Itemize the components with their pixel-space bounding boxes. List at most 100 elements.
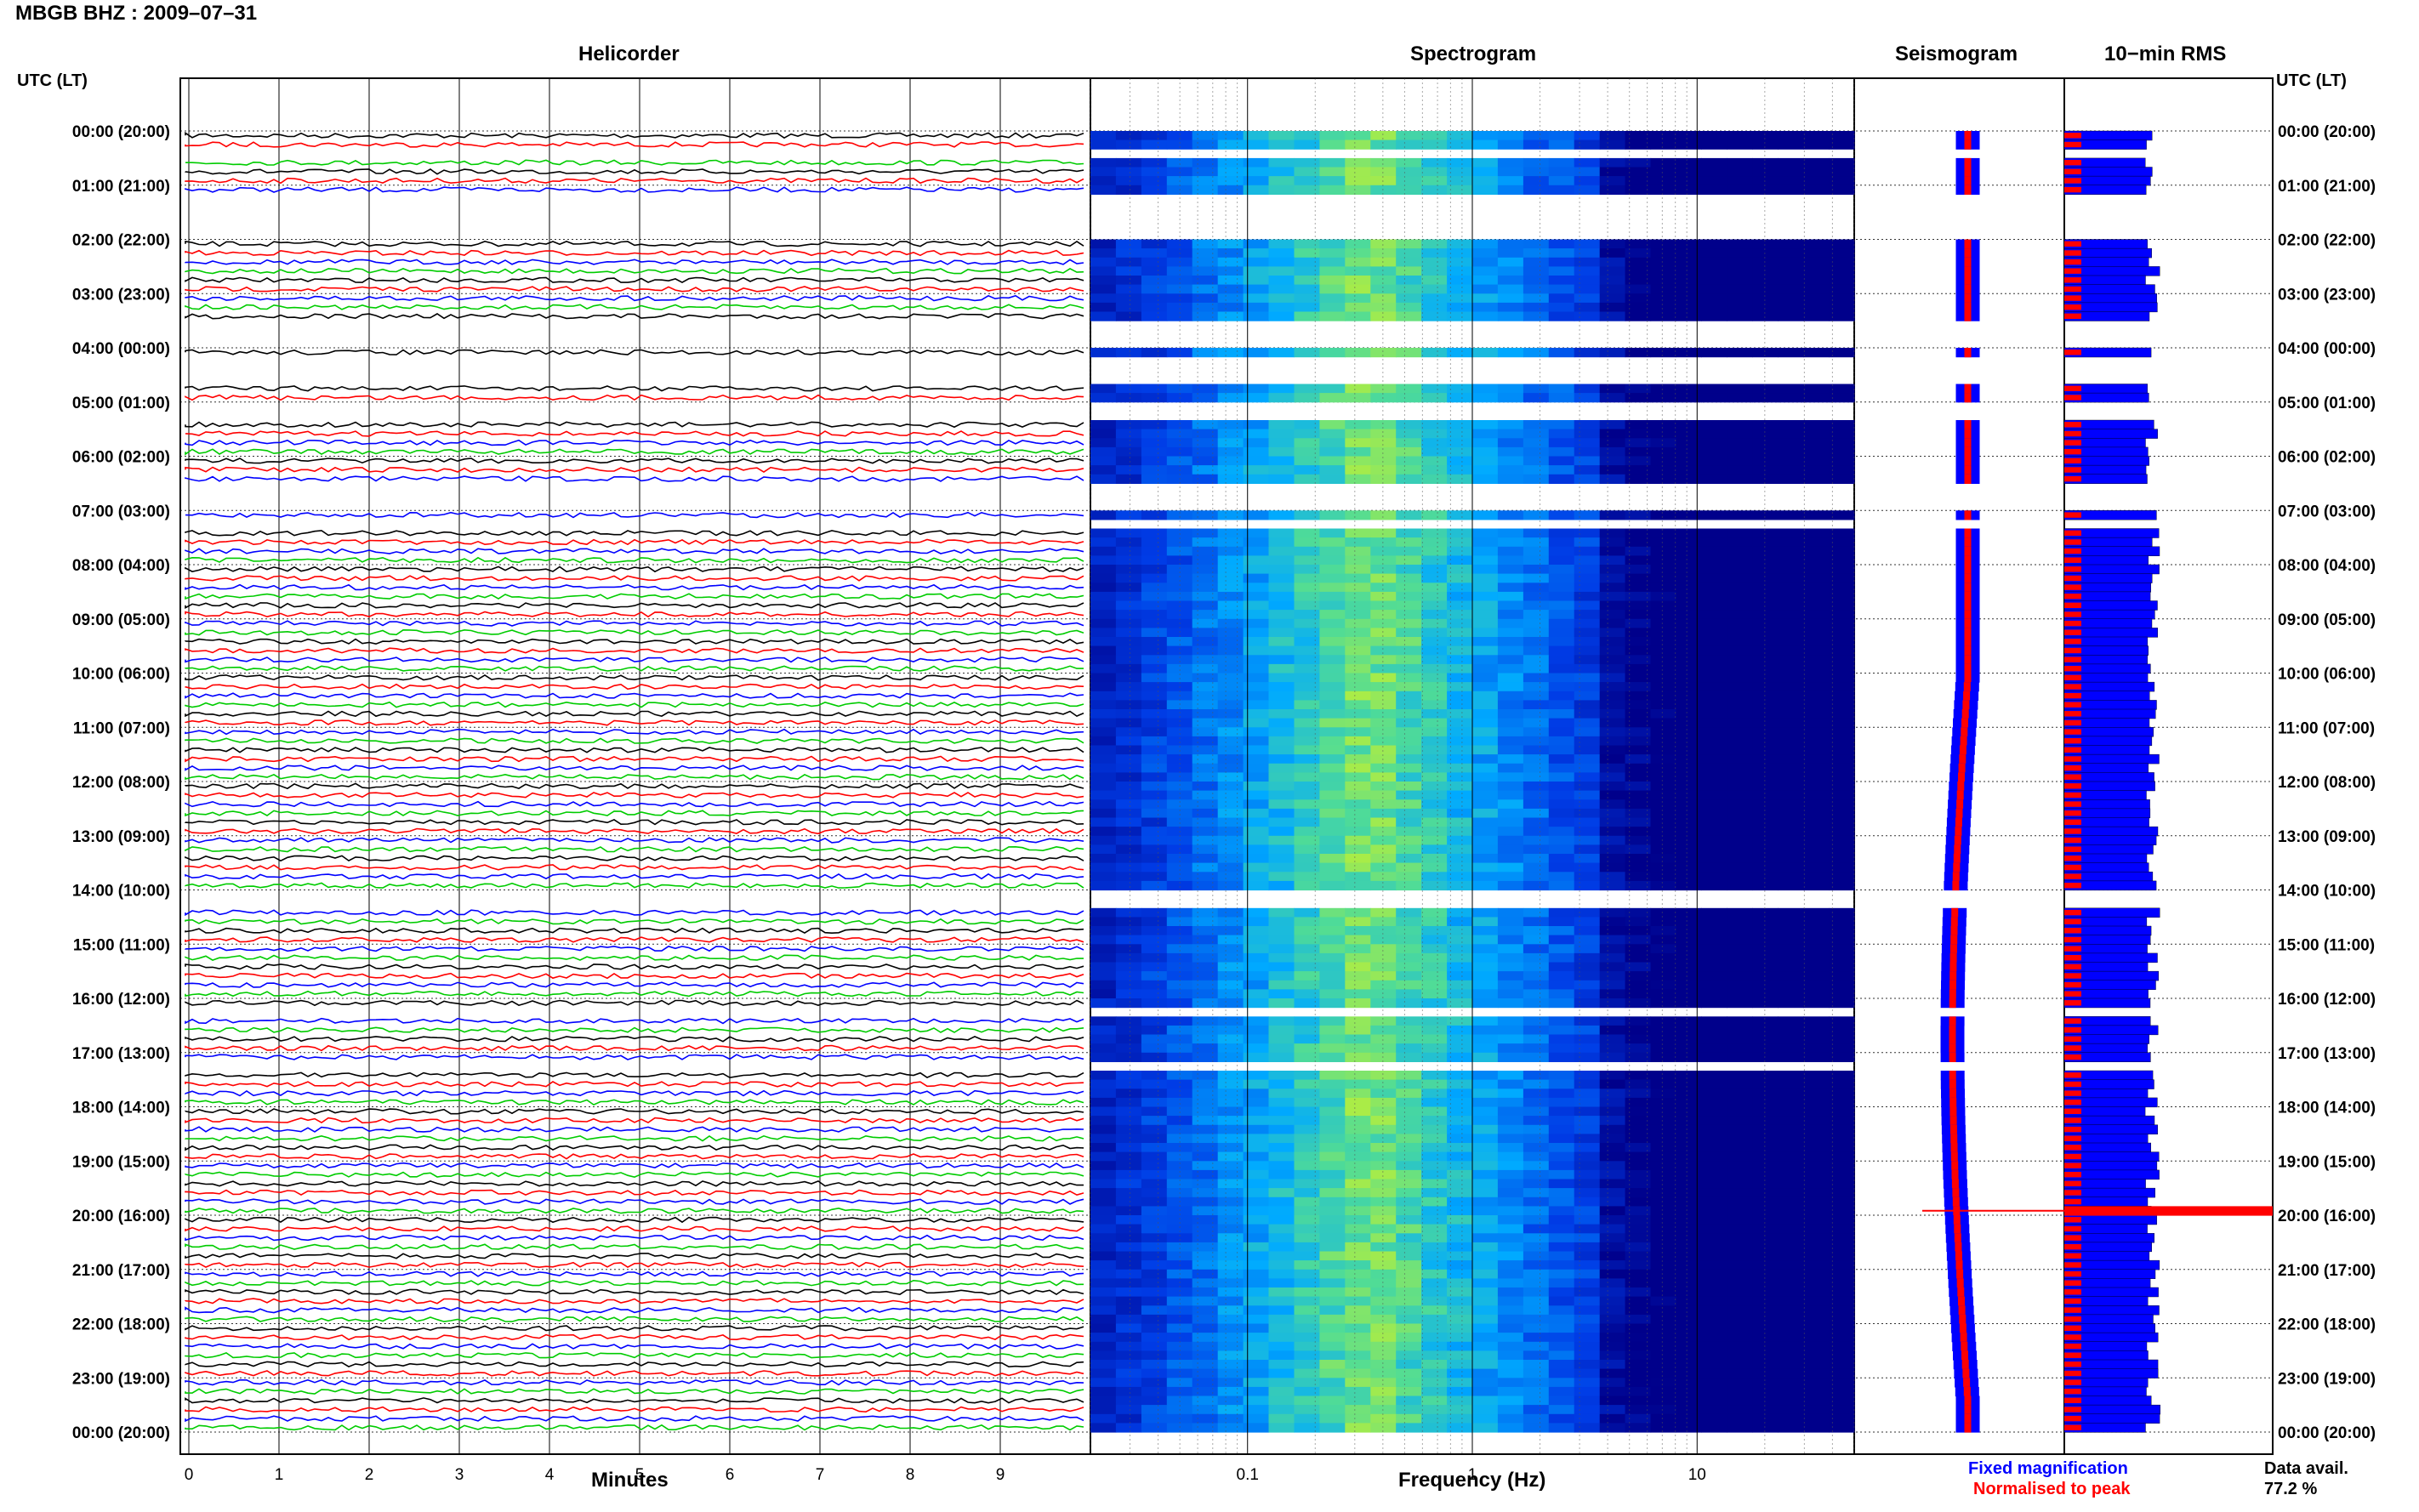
spectrogram-cell xyxy=(1701,1079,1727,1089)
spectrogram-cell xyxy=(1523,1378,1550,1388)
spectrogram-cell xyxy=(1625,718,1652,728)
spectrogram-cell xyxy=(1090,555,1117,566)
spectrogram-cell xyxy=(1676,673,1702,683)
spectrogram-cell xyxy=(1396,1197,1422,1207)
spectrogram-cell xyxy=(1676,1224,1702,1234)
spectrogram-cell xyxy=(1090,583,1117,593)
spectrogram-cell xyxy=(1115,348,1142,358)
spectrogram-cell xyxy=(1548,1242,1575,1253)
spectrogram-cell xyxy=(1345,1188,1371,1198)
spectrogram-cell xyxy=(1548,1134,1575,1144)
spectrogram-cell xyxy=(1548,1016,1575,1026)
seismogram-normalised-segment xyxy=(1955,817,1962,827)
minute-tick-label: 7 xyxy=(816,1466,825,1484)
time-label-left: 04:00 (00:00) xyxy=(72,340,170,358)
spectrogram-cell xyxy=(1803,429,1830,439)
spectrogram-cell xyxy=(1319,583,1346,593)
spectrogram-cell xyxy=(1676,465,1702,475)
spectrogram-cell xyxy=(1421,907,1448,918)
spectrogram-cell xyxy=(1421,998,1448,1009)
spectrogram-cell xyxy=(1778,1242,1804,1253)
spectrogram-cell xyxy=(1752,302,1779,313)
spectrogram-cell xyxy=(1752,872,1779,882)
spectrogram-cell xyxy=(1370,854,1397,864)
spectrogram-cell xyxy=(1523,610,1550,620)
spectrogram-cell xyxy=(1574,628,1601,638)
spectrogram-cell xyxy=(1625,139,1652,150)
spectrogram-cell xyxy=(1243,1378,1270,1388)
spectrogram-cell xyxy=(1319,854,1346,864)
spectrogram-cell xyxy=(1141,989,1168,999)
spectrogram-cell xyxy=(1752,1260,1779,1270)
spectrogram-cell xyxy=(1421,1016,1448,1026)
helicorder-trace xyxy=(185,1406,1084,1413)
spectrogram-cell xyxy=(1192,1034,1219,1044)
spectrogram-cell xyxy=(1396,1386,1422,1397)
spectrogram-cell xyxy=(1701,1151,1727,1162)
spectrogram-cell xyxy=(1752,907,1779,918)
spectrogram-cell xyxy=(1548,1025,1575,1036)
spectrogram-cell xyxy=(1701,185,1727,195)
helicorder-trace xyxy=(185,1270,1084,1277)
spectrogram-cell xyxy=(1472,808,1499,819)
spectrogram-cell xyxy=(1523,1161,1550,1171)
spectrogram-cell xyxy=(1727,1224,1753,1234)
spectrogram-cell xyxy=(1141,1116,1168,1126)
spectrogram-cell xyxy=(1472,1333,1499,1343)
spectrogram-cell xyxy=(1115,573,1142,583)
spectrogram-cell xyxy=(1243,546,1270,556)
seismogram-normalised-segment xyxy=(1955,827,1962,837)
spectrogram-cell xyxy=(1421,438,1448,448)
spectrogram-cell xyxy=(1778,276,1804,286)
spectrogram-cell xyxy=(1268,474,1295,484)
spectrogram-cell xyxy=(1727,645,1753,656)
minute-tick-label: 4 xyxy=(545,1466,555,1484)
spectrogram-cell xyxy=(1192,139,1219,150)
spectrogram-cell xyxy=(1676,1423,1702,1433)
spectrogram-cell xyxy=(1217,663,1244,674)
spectrogram-cell xyxy=(1141,718,1168,728)
spectrogram-cell xyxy=(1370,438,1397,448)
spectrogram-cell xyxy=(1701,1296,1727,1306)
seismogram-normalised-segment xyxy=(1964,591,1972,602)
spectrogram-cell xyxy=(1217,446,1244,458)
spectrogram-cell xyxy=(1752,1025,1779,1036)
spectrogram-cell xyxy=(1421,980,1448,990)
spectrogram-cell xyxy=(1090,1025,1117,1036)
spectrogram-cell xyxy=(1574,935,1601,945)
spectrogram-cell xyxy=(1548,555,1575,566)
seismogram-normalised-segment xyxy=(1951,1161,1959,1171)
rms-bar-normalised xyxy=(2064,1090,2081,1096)
spectrogram-cell xyxy=(1650,1124,1676,1134)
spectrogram-cell xyxy=(1625,1169,1652,1180)
spectrogram-cell xyxy=(1829,1134,1855,1144)
spectrogram-cell xyxy=(1523,1043,1550,1054)
spectrogram-cell xyxy=(1676,763,1702,773)
spectrogram-cell xyxy=(1803,465,1830,475)
spectrogram-cell xyxy=(1778,167,1804,177)
spectrogram-cell xyxy=(1319,1089,1346,1099)
rms-bar-normalised xyxy=(2064,449,2081,455)
spectrogram-cell xyxy=(1447,446,1473,458)
spectrogram-cell xyxy=(1778,131,1804,141)
rms-bar-normalised xyxy=(2064,1153,2081,1160)
spectrogram-cell xyxy=(1421,1206,1448,1216)
spectrogram-cell xyxy=(1396,1116,1422,1126)
spectrogram-cell xyxy=(1243,384,1270,394)
spectrogram-cell xyxy=(1599,980,1626,990)
spectrogram-cell xyxy=(1141,673,1168,683)
spectrogram-cell xyxy=(1650,637,1676,647)
spectrogram-cell xyxy=(1472,239,1499,249)
spectrogram-cell xyxy=(1141,763,1168,773)
spectrogram-cell xyxy=(1472,573,1499,583)
spectrogram-cell xyxy=(1294,1215,1320,1225)
spectrogram-cell xyxy=(1217,628,1244,638)
spectrogram-cell xyxy=(1294,591,1320,602)
rms-bar-normalised xyxy=(2064,674,2081,680)
spectrogram-cell xyxy=(1472,628,1499,638)
spectrogram-cell xyxy=(1345,438,1371,448)
spectrogram-cell xyxy=(1421,1215,1448,1225)
spectrogram-cell xyxy=(1268,384,1295,394)
spectrogram-cell xyxy=(1472,862,1499,873)
spectrogram-cell xyxy=(1115,239,1142,249)
